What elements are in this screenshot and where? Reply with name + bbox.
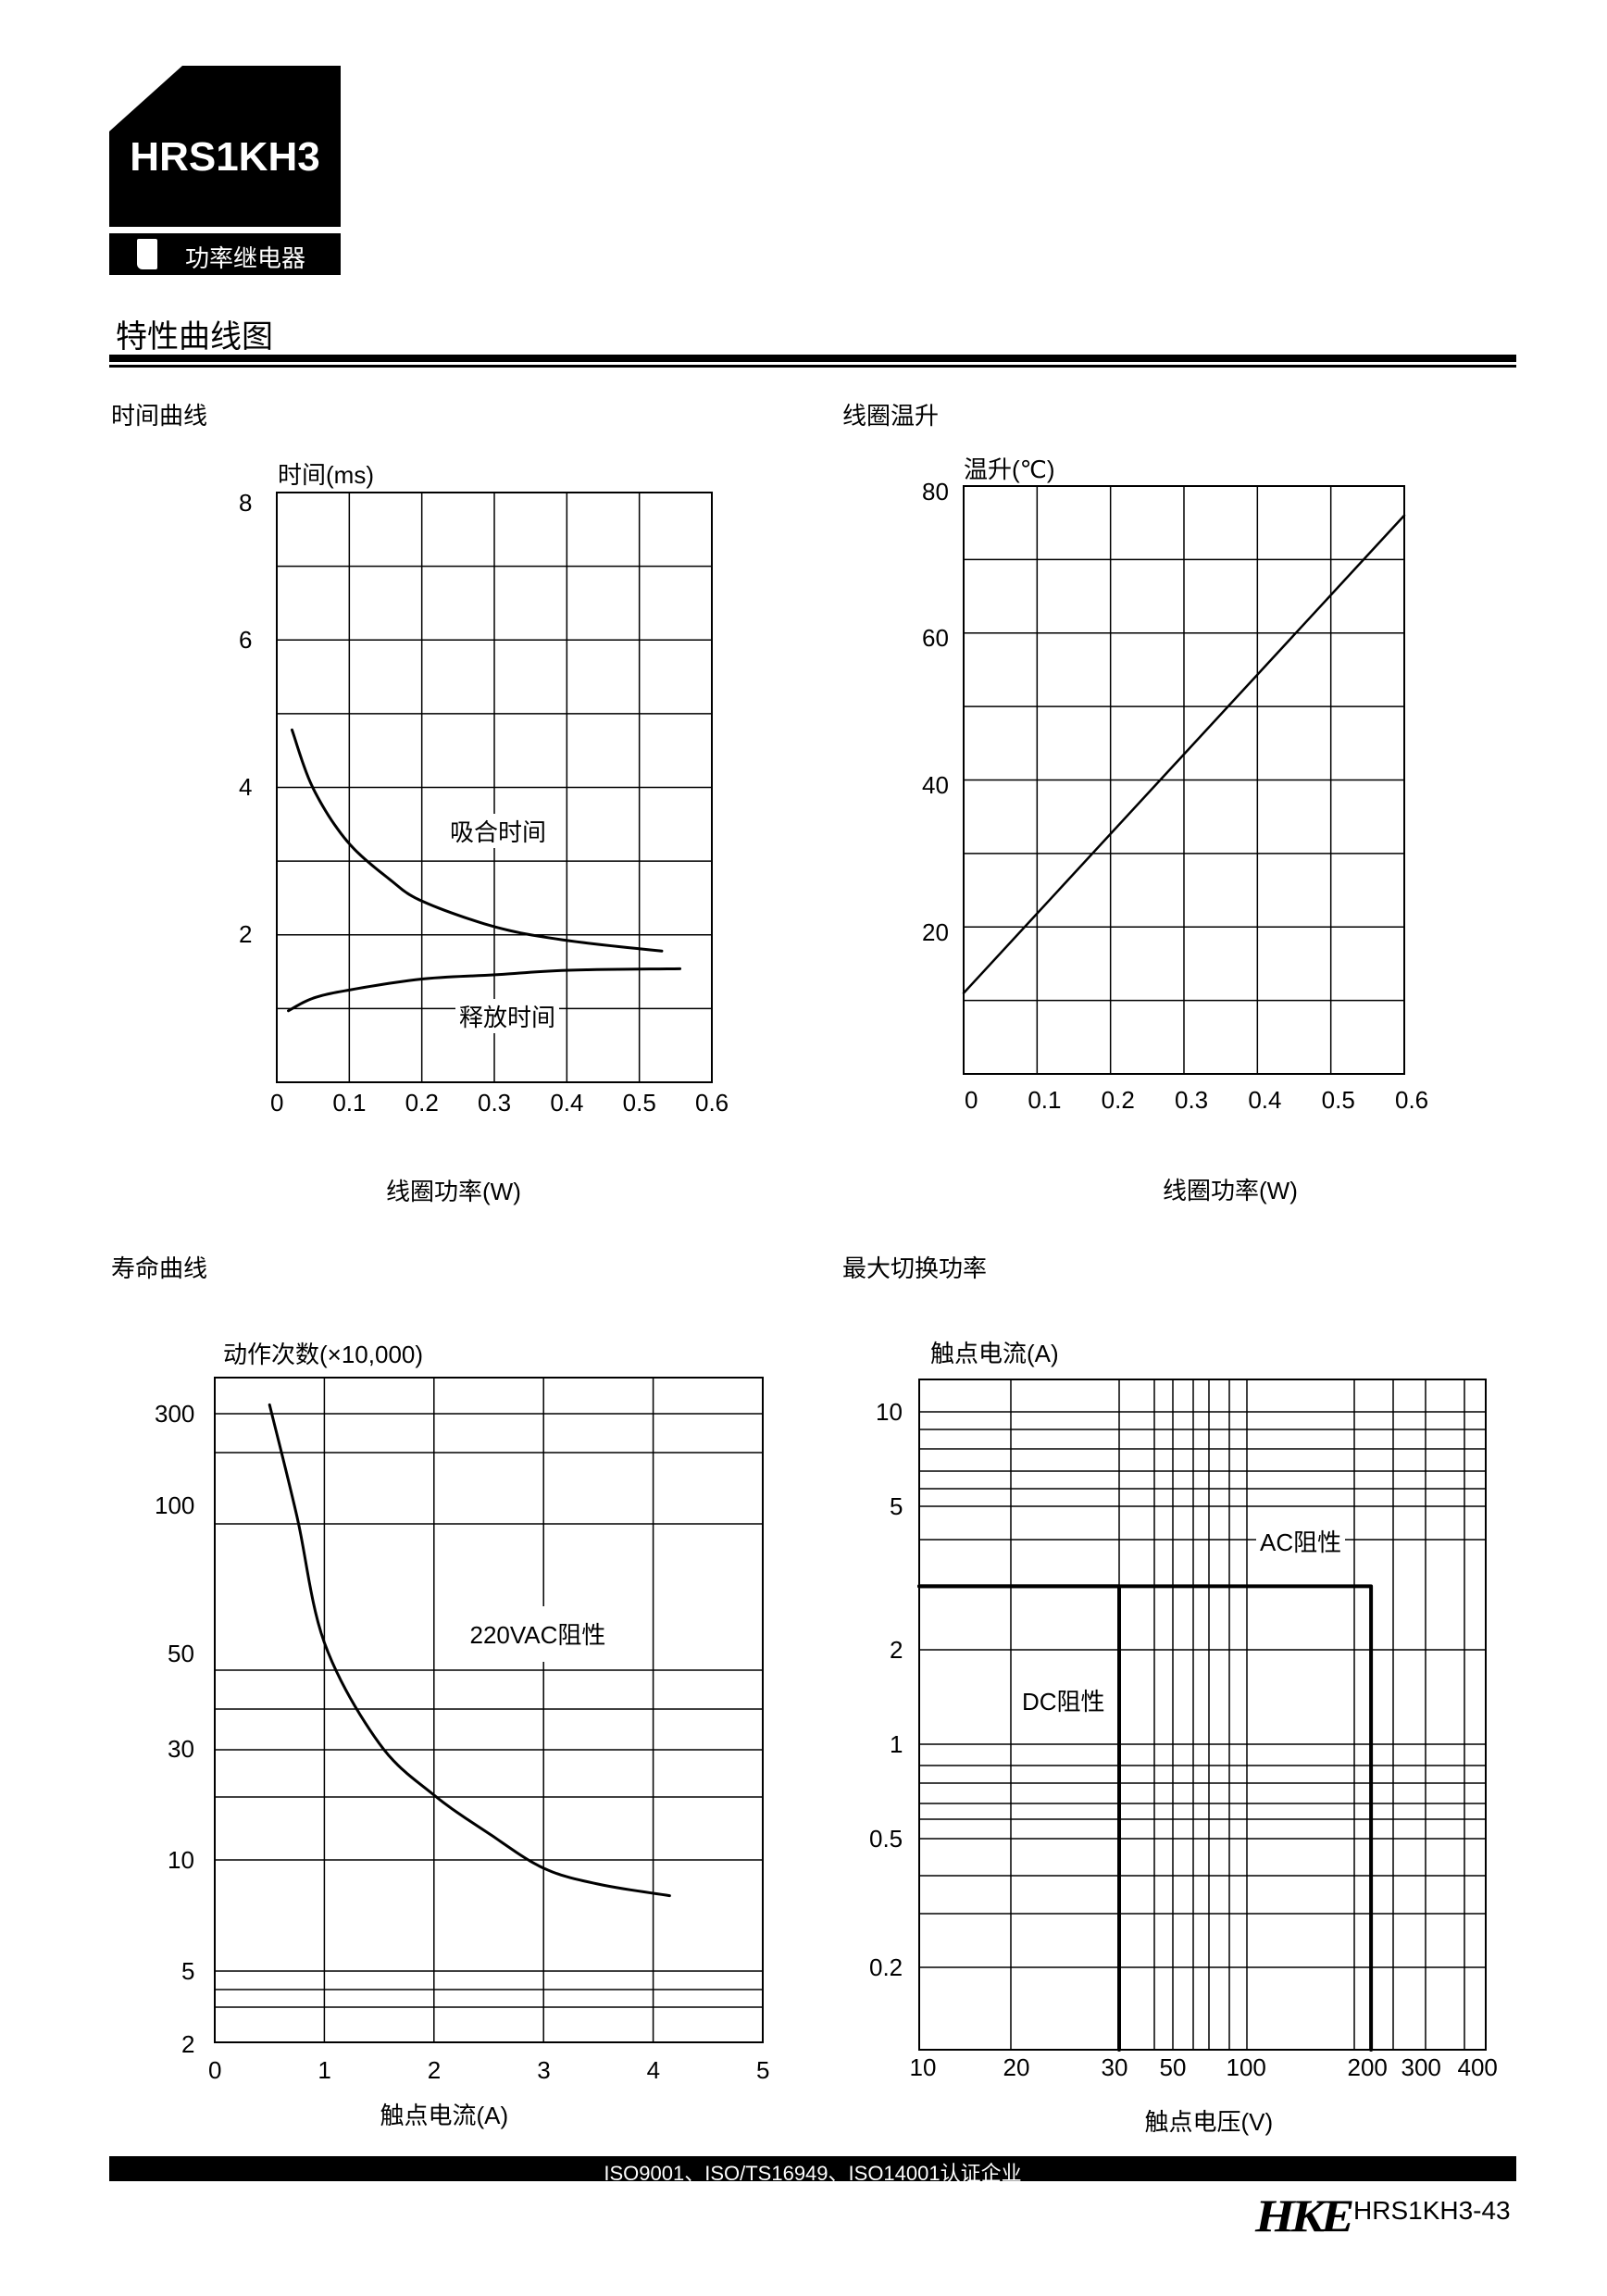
y-axis-label: 时间(ms) [278,460,374,489]
x-tick-label: 0 [965,1085,978,1114]
certifications-text: ISO9001、ISO/TS16949、ISO14001认证企业 [604,2162,1022,2185]
x-tick-label: 0.6 [1395,1085,1429,1114]
x-tick-label: 0.4 [550,1088,584,1117]
x-tick-label: 0.3 [478,1088,512,1117]
boundary-line-dc [917,1584,1121,2052]
x-tick-label: 100 [1226,2053,1266,2081]
relay-icon [137,239,157,269]
y-tick-label: 40 [922,771,949,799]
x-tick-label: 0 [270,1088,284,1117]
x-tick-label: 0.5 [622,1088,656,1117]
x-tick-label: 30 [1101,2053,1128,2081]
x-tick-label: 5 [756,2055,770,2084]
x-tick-label: 0 [208,2055,222,2084]
x-tick-label: 0.5 [1321,1085,1355,1114]
x-tick-label: 0.3 [1175,1085,1209,1114]
x-tick-label: 400 [1457,2053,1498,2081]
y-tick-label: 10 [168,1845,194,1874]
boundary-line-ac [917,1584,1374,2052]
x-tick-label: 300 [1401,2053,1441,2081]
footer-bar: ISO9001、ISO/TS16949、ISO14001认证企业 [109,2156,1516,2185]
title-rule-thin [109,365,1516,368]
page-title: 特性曲线图 [116,319,273,355]
x-tick-label: 2 [427,2055,442,2084]
y-axis-label: 动作次数(×10,000) [223,1340,424,1368]
chart3-section-title: 寿命曲线 [111,1254,208,1282]
series-line-life [268,1403,671,1898]
plot-frame [963,485,1405,1075]
y-tick-label: 50 [168,1639,194,1667]
chart4-section-title: 最大切换功率 [842,1254,988,1282]
y-axis-label: 触点电流(A) [930,1339,1059,1367]
y-tick-label: 300 [155,1399,195,1428]
y-tick-label: 4 [239,773,253,801]
x-tick-label: 10 [909,2053,937,2081]
y-tick-label: 5 [181,1956,195,1985]
plot-frame [276,492,713,1083]
y-tick-label: 0.5 [869,1824,903,1853]
y-tick-label: 2 [239,920,253,949]
plot-frame [214,1377,764,2043]
series-label-220vac: 220VAC阻性 [466,1616,610,1651]
x-tick-label: 1 [318,2055,331,2084]
x-tick-label: 50 [1159,2053,1187,2081]
series-label-dc: DC阻性 [1018,1682,1109,1717]
x-tick-label: 0.1 [332,1088,367,1117]
series-line-release [287,967,682,1013]
y-tick-label: 2 [181,2029,195,2058]
page-number: HRS1KH3-43 [1353,2196,1511,2225]
x-tick-label: 0.2 [1101,1085,1135,1114]
x-tick-label: 0.2 [405,1088,439,1117]
y-tick-label: 80 [922,477,949,505]
x-tick-label: 4 [646,2055,661,2084]
y-tick-label: 8 [239,488,253,517]
x-axis-label: 线圈功率(W) [1163,1176,1298,1204]
y-tick-label: 10 [876,1397,903,1426]
model-name: HRS1KH3 [130,134,320,180]
y-tick-label: 20 [922,917,949,946]
x-tick-label: 20 [1003,2053,1030,2081]
title-rule [109,355,1516,362]
brand-logo: HKE [1255,2190,1354,2241]
x-tick-label: 0.6 [695,1088,729,1117]
y-tick-label: 60 [922,624,949,653]
category-label: 功率继电器 [185,244,306,272]
series-label-release: 释放时间 [455,998,560,1033]
category-bar: 功率继电器 [109,233,341,275]
y-tick-label: 100 [155,1491,195,1519]
y-tick-label: 2 [890,1635,903,1664]
y-tick-label: 0.2 [869,1953,903,1981]
x-tick-label: 0.4 [1248,1085,1282,1114]
plot-frame [918,1379,1487,2051]
series-label-ac: AC阻性 [1256,1523,1346,1558]
y-tick-label: 6 [239,625,253,654]
chart1-section-title: 时间曲线 [111,401,208,430]
x-tick-label: 200 [1347,2053,1388,2081]
model-logo-block [109,66,341,227]
series-label-pickup: 吸合时间 [446,813,551,848]
series-line-temperature [962,514,1406,994]
y-axis-label: 温升(℃) [964,455,1055,483]
y-tick-label: 1 [890,1729,903,1758]
chart2-section-title: 线圈温升 [842,401,940,430]
x-tick-label: 0.1 [1028,1085,1062,1114]
x-axis-label: 触点电压(V) [1144,2107,1274,2136]
x-tick-label: 3 [537,2055,551,2084]
y-tick-label: 30 [168,1734,194,1763]
x-axis-label: 触点电流(A) [380,2101,509,2129]
x-axis-label: 线圈功率(W) [386,1177,521,1205]
y-tick-label: 5 [890,1491,903,1520]
series-line-pickup [290,728,664,953]
